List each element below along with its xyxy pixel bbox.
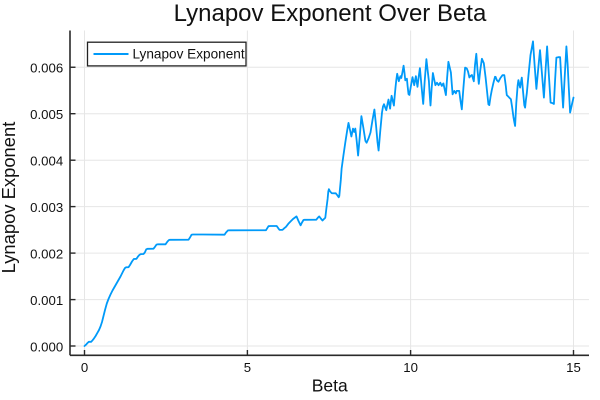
svg-text:0.001: 0.001 bbox=[30, 293, 63, 308]
svg-text:Beta: Beta bbox=[312, 376, 348, 396]
svg-text:0: 0 bbox=[81, 360, 88, 375]
svg-text:Lynapov Exponent: Lynapov Exponent bbox=[0, 122, 19, 274]
svg-text:10: 10 bbox=[403, 360, 418, 375]
svg-text:0.005: 0.005 bbox=[30, 107, 63, 122]
svg-text:Lynapov Exponent Over Beta: Lynapov Exponent Over Beta bbox=[174, 0, 487, 27]
svg-text:0.003: 0.003 bbox=[30, 200, 63, 215]
svg-text:0.000: 0.000 bbox=[30, 339, 63, 354]
svg-text:0.002: 0.002 bbox=[30, 246, 63, 261]
svg-text:Lynapov Exponent: Lynapov Exponent bbox=[133, 47, 245, 62]
svg-text:5: 5 bbox=[244, 360, 251, 375]
svg-text:0.006: 0.006 bbox=[30, 61, 63, 76]
svg-text:0.004: 0.004 bbox=[30, 154, 63, 169]
svg-text:15: 15 bbox=[566, 360, 581, 375]
